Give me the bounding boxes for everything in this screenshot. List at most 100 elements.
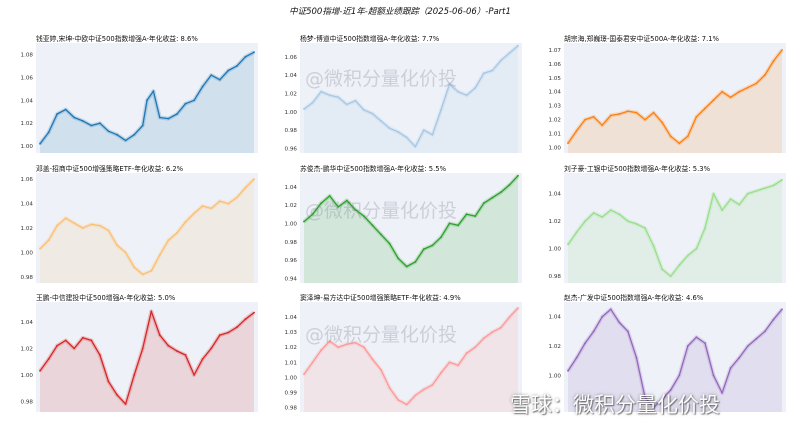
y-tick-label: 1.02 xyxy=(285,345,297,351)
data-point xyxy=(81,227,84,229)
data-point xyxy=(371,112,374,115)
data-point xyxy=(193,374,196,376)
data-point xyxy=(107,130,110,133)
data-point xyxy=(618,213,621,216)
data-point xyxy=(371,224,374,227)
data-point xyxy=(652,245,655,247)
data-point xyxy=(146,99,148,102)
y-tick-label: 1.02 xyxy=(285,91,297,97)
data-point xyxy=(738,356,741,359)
chart-svg: 1.00 1.02 1.04 xyxy=(549,302,786,412)
data-point xyxy=(124,403,127,405)
data-point xyxy=(201,205,204,207)
data-point xyxy=(669,135,672,138)
data-point xyxy=(236,196,238,199)
data-point xyxy=(491,69,494,72)
data-point xyxy=(695,336,698,339)
plot-background xyxy=(36,302,258,412)
data-point xyxy=(397,399,400,401)
data-point xyxy=(618,113,621,115)
data-point xyxy=(465,352,468,355)
chart-title: 邓盖-招商中证500增强策略ETF-年化收益: 6.2% xyxy=(36,165,184,173)
chart-title: 苏俊杰-鹏华中证500指数增强A-年化收益: 5.5% xyxy=(300,165,447,173)
y-tick-label: 0.96 xyxy=(285,258,298,264)
data-point xyxy=(39,247,41,250)
y-tick-label: 0.98 xyxy=(549,274,562,280)
series-area xyxy=(568,309,782,412)
chart-title: 刘子豪-工银中证500指数增强A-年化收益: 5.3% xyxy=(564,165,711,173)
y-tick-label: 1.05 xyxy=(549,76,562,82)
y-tick-label: 1.04 xyxy=(549,315,562,321)
data-point xyxy=(116,244,118,246)
data-point xyxy=(397,131,400,133)
series-area xyxy=(304,308,518,412)
plot-background xyxy=(36,43,258,153)
data-point xyxy=(405,265,408,268)
y-tick-label: 1.04 xyxy=(285,185,298,191)
data-point xyxy=(363,215,365,217)
data-point xyxy=(218,78,221,81)
data-point xyxy=(244,55,247,58)
data-point xyxy=(431,133,434,136)
data-point xyxy=(133,133,136,136)
data-point xyxy=(184,221,187,223)
data-point xyxy=(575,231,578,233)
main-title: 中证500指增-近1年-超额业绩跟踪（2025-06-06）-Part1 xyxy=(289,7,511,17)
y-tick-label: 1.07 xyxy=(549,48,562,54)
data-point xyxy=(746,192,749,195)
data-point xyxy=(253,178,255,180)
data-point xyxy=(380,120,382,122)
data-point xyxy=(311,213,314,216)
data-point xyxy=(124,251,127,254)
data-point xyxy=(508,316,511,318)
chart-title: 赵杰-广发中证500指数增强A-年化收益: 4.6% xyxy=(564,294,704,302)
data-point xyxy=(764,330,766,333)
data-point xyxy=(627,220,629,222)
data-point xyxy=(345,103,348,106)
data-point xyxy=(422,129,425,131)
data-point xyxy=(176,113,178,115)
data-point xyxy=(500,326,502,329)
data-point xyxy=(210,347,213,350)
data-point xyxy=(508,184,511,186)
y-tick-label: 1.00 xyxy=(285,221,298,227)
y-tick-label: 1.00 xyxy=(21,373,34,379)
data-point xyxy=(244,186,247,189)
data-point xyxy=(73,222,76,224)
data-point xyxy=(107,380,110,383)
y-tick-label: 0.98 xyxy=(285,240,298,246)
data-point xyxy=(99,224,101,227)
data-point xyxy=(746,345,749,347)
chart-panel-8: 窦泽坤-易方达中证500增强策略ETF-年化收益: 4.9% 0.98 0.99 1.… xyxy=(270,292,528,416)
data-point xyxy=(39,370,41,372)
data-point xyxy=(422,248,425,250)
chart-panel-4: 邓盖-招商中证500增强策略ETF-年化收益: 6.2% 0.98 1.00 1.02… xyxy=(6,163,264,287)
y-tick-label: 1.01 xyxy=(285,360,298,366)
data-point xyxy=(635,356,638,359)
data-point xyxy=(661,121,664,124)
data-point xyxy=(158,254,161,256)
data-point xyxy=(729,367,732,369)
y-tick-label: 1.04 xyxy=(21,320,34,326)
data-point xyxy=(99,122,101,125)
data-point xyxy=(116,133,118,136)
data-point xyxy=(592,115,595,118)
data-point xyxy=(345,199,348,202)
series-line xyxy=(567,49,783,144)
data-point xyxy=(695,247,698,250)
chart-panel-2: 杨梦-博道中证500指数增强A-年化收益: 7.7% 0.96 0.98 1.00 1.… xyxy=(270,33,528,157)
data-point xyxy=(686,135,689,138)
data-point xyxy=(354,99,357,102)
series-line xyxy=(567,179,783,277)
y-tick-label: 1.00 xyxy=(549,145,562,151)
y-tick-label: 1.02 xyxy=(285,203,297,209)
data-point xyxy=(491,331,494,333)
data-point xyxy=(601,315,604,318)
data-point xyxy=(90,124,93,127)
y-tick-label: 0.99 xyxy=(285,390,298,396)
data-point xyxy=(627,330,629,333)
data-point xyxy=(227,202,230,205)
data-point xyxy=(712,192,715,195)
data-point xyxy=(738,203,741,206)
data-point xyxy=(414,145,417,148)
